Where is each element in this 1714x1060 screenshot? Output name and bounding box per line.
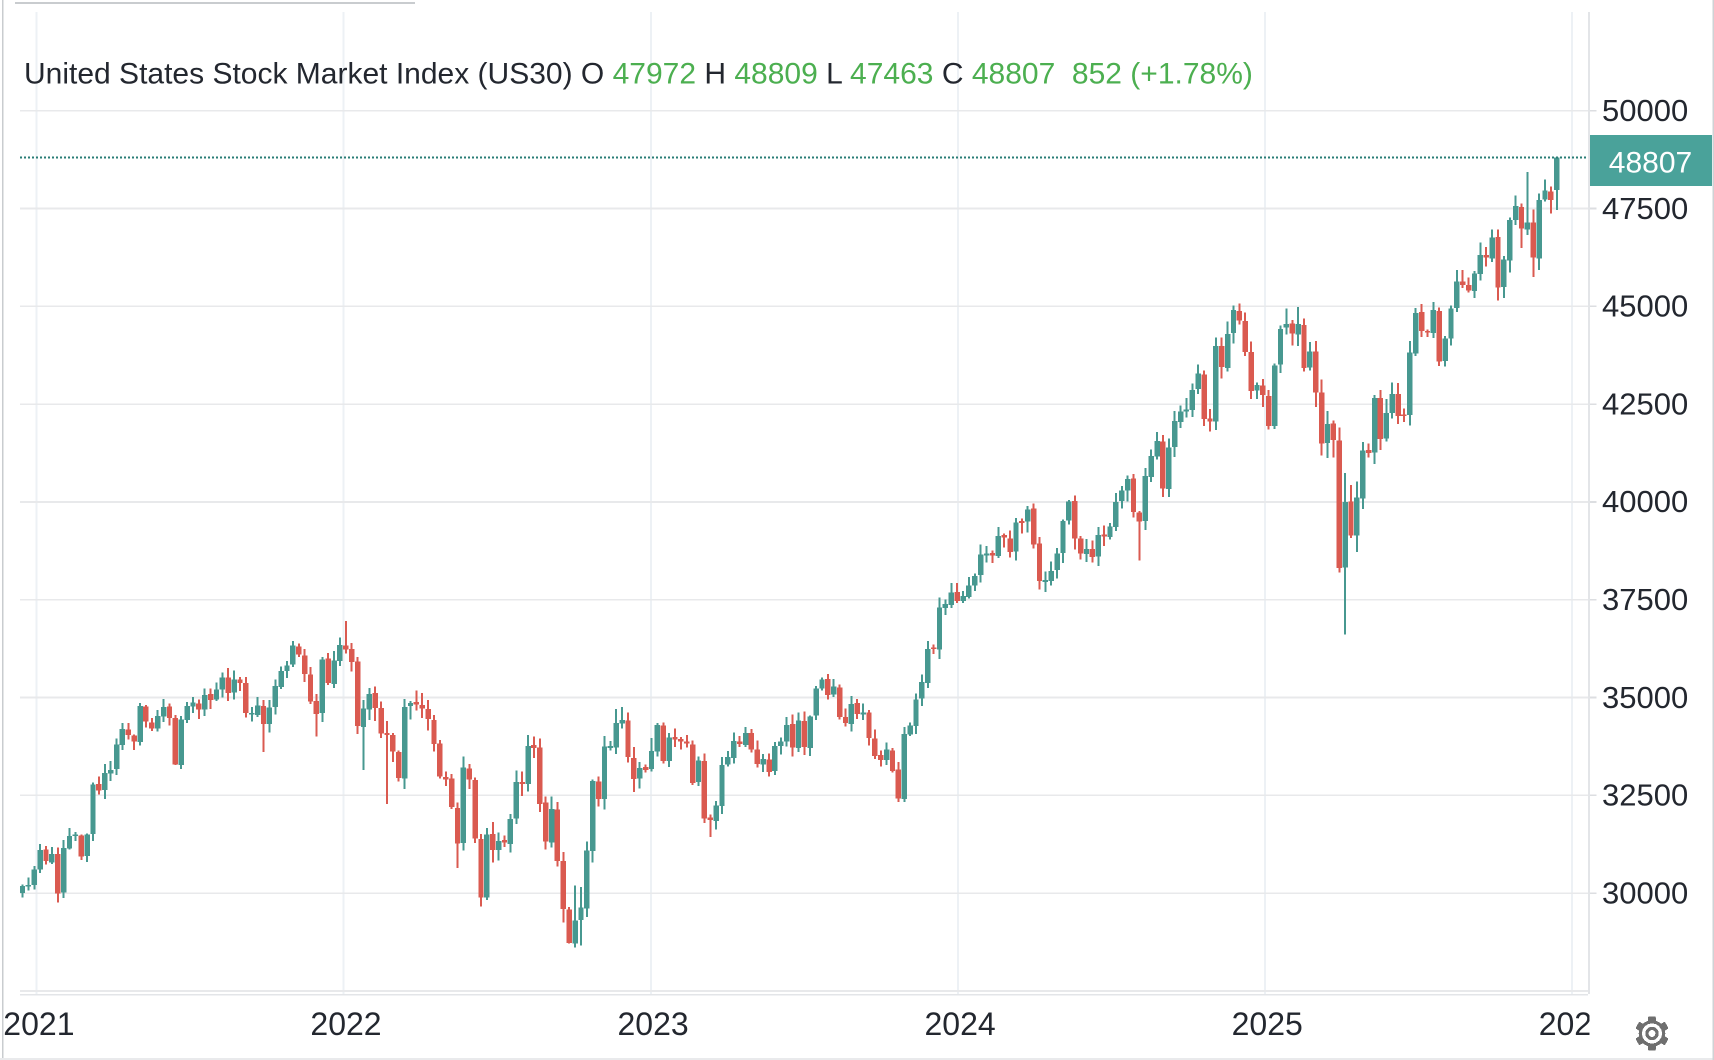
svg-text:45000: 45000	[1602, 289, 1688, 324]
svg-text:35000: 35000	[1602, 680, 1688, 715]
svg-text:48807: 48807	[1609, 146, 1692, 179]
svg-text:40000: 40000	[1602, 484, 1688, 519]
svg-text:2024: 2024	[925, 1006, 996, 1042]
svg-text:United States Stock Market Ind: United States Stock Market Index (US30) …	[24, 58, 1253, 91]
svg-text:42500: 42500	[1602, 386, 1688, 421]
svg-text:30000: 30000	[1602, 875, 1688, 910]
svg-text:47500: 47500	[1602, 191, 1688, 226]
svg-text:50000: 50000	[1602, 93, 1688, 128]
svg-text:2021: 2021	[3, 1006, 74, 1042]
svg-text:2025: 2025	[1232, 1006, 1303, 1042]
svg-text:2022: 2022	[310, 1006, 381, 1042]
svg-text:37500: 37500	[1602, 582, 1688, 617]
svg-text:2023: 2023	[618, 1006, 689, 1042]
svg-text:32500: 32500	[1602, 778, 1688, 813]
